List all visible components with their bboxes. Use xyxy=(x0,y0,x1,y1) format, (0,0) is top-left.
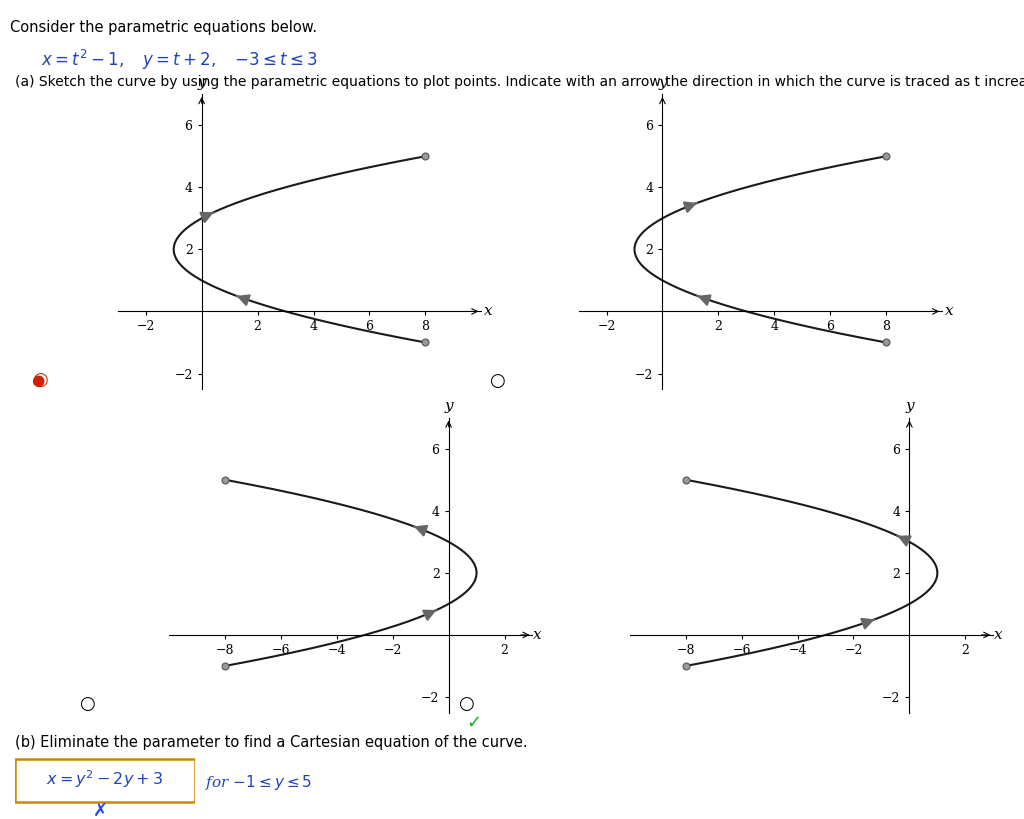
Text: y: y xyxy=(444,400,453,414)
Text: x: x xyxy=(945,305,953,319)
Text: ○: ○ xyxy=(488,372,505,390)
Text: (b) Eliminate the parameter to find a Cartesian equation of the curve.: (b) Eliminate the parameter to find a Ca… xyxy=(15,735,528,749)
Text: y: y xyxy=(198,76,206,90)
Text: ○: ○ xyxy=(32,371,48,389)
Text: ✓: ✓ xyxy=(467,713,481,731)
Text: ○: ○ xyxy=(79,695,95,713)
Text: $x = t^2 - 1,$   $y = t + 2,$   $-3 \leq t \leq 3$: $x = t^2 - 1,$ $y = t + 2,$ $-3 \leq t \… xyxy=(41,48,317,71)
Text: Consider the parametric equations below.: Consider the parametric equations below. xyxy=(10,20,317,35)
Text: $x = y^2 - 2y + 3$: $x = y^2 - 2y + 3$ xyxy=(46,769,164,790)
FancyBboxPatch shape xyxy=(15,758,195,803)
Text: (a) Sketch the curve by using the parametric equations to plot points. Indicate : (a) Sketch the curve by using the parame… xyxy=(15,75,1024,89)
Text: x: x xyxy=(994,628,1002,642)
Text: ●: ● xyxy=(32,373,44,388)
Text: for $-1 \leq y \leq 5$: for $-1 \leq y \leq 5$ xyxy=(205,772,312,792)
Text: x: x xyxy=(534,628,542,642)
Text: y: y xyxy=(905,400,913,414)
Text: ✗: ✗ xyxy=(93,802,108,819)
Text: y: y xyxy=(658,76,667,90)
Text: ○: ○ xyxy=(458,695,474,713)
Text: x: x xyxy=(484,305,493,319)
